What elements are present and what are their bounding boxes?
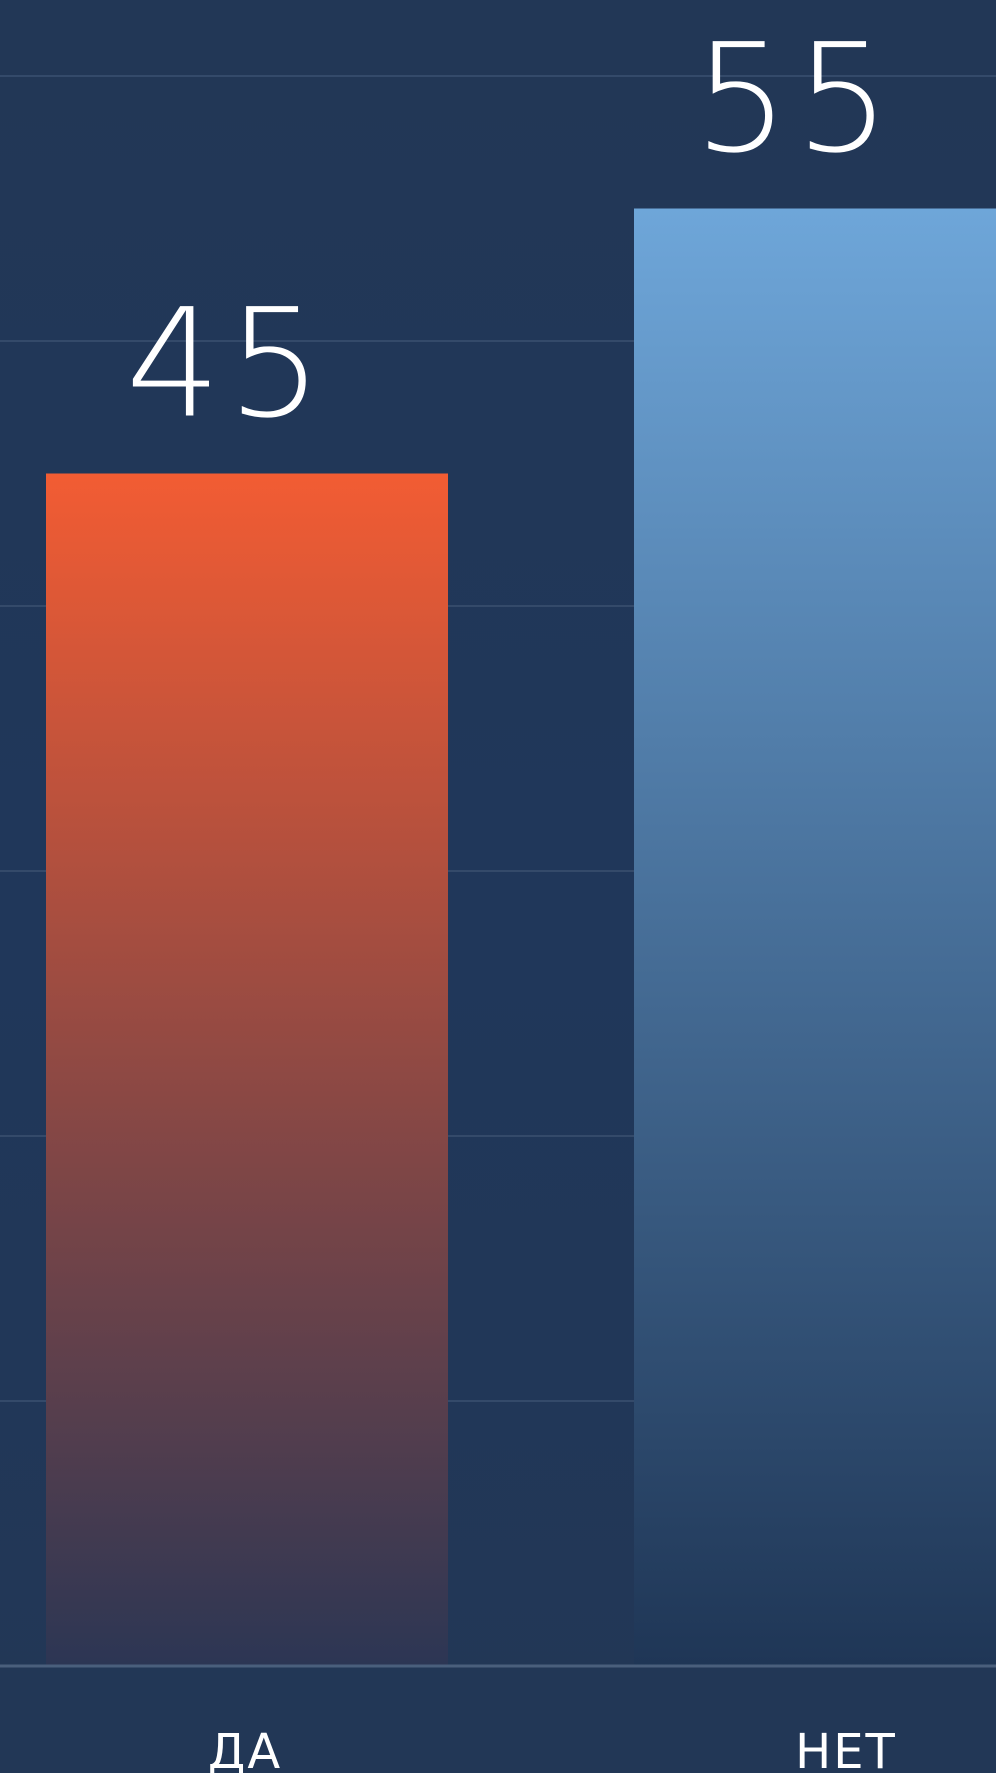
category-label-yes: ДА — [208, 1724, 282, 1773]
bar-yes — [46, 473, 448, 1666]
value-labels: 45 55 — [126, 13, 897, 452]
value-label-no: 55 — [694, 13, 897, 187]
category-label-no: НЕТ — [795, 1724, 897, 1773]
category-labels: ДА НЕТ — [208, 1724, 897, 1773]
value-label-yes: 45 — [126, 278, 329, 452]
bar-no — [634, 208, 996, 1666]
bars — [46, 208, 996, 1666]
